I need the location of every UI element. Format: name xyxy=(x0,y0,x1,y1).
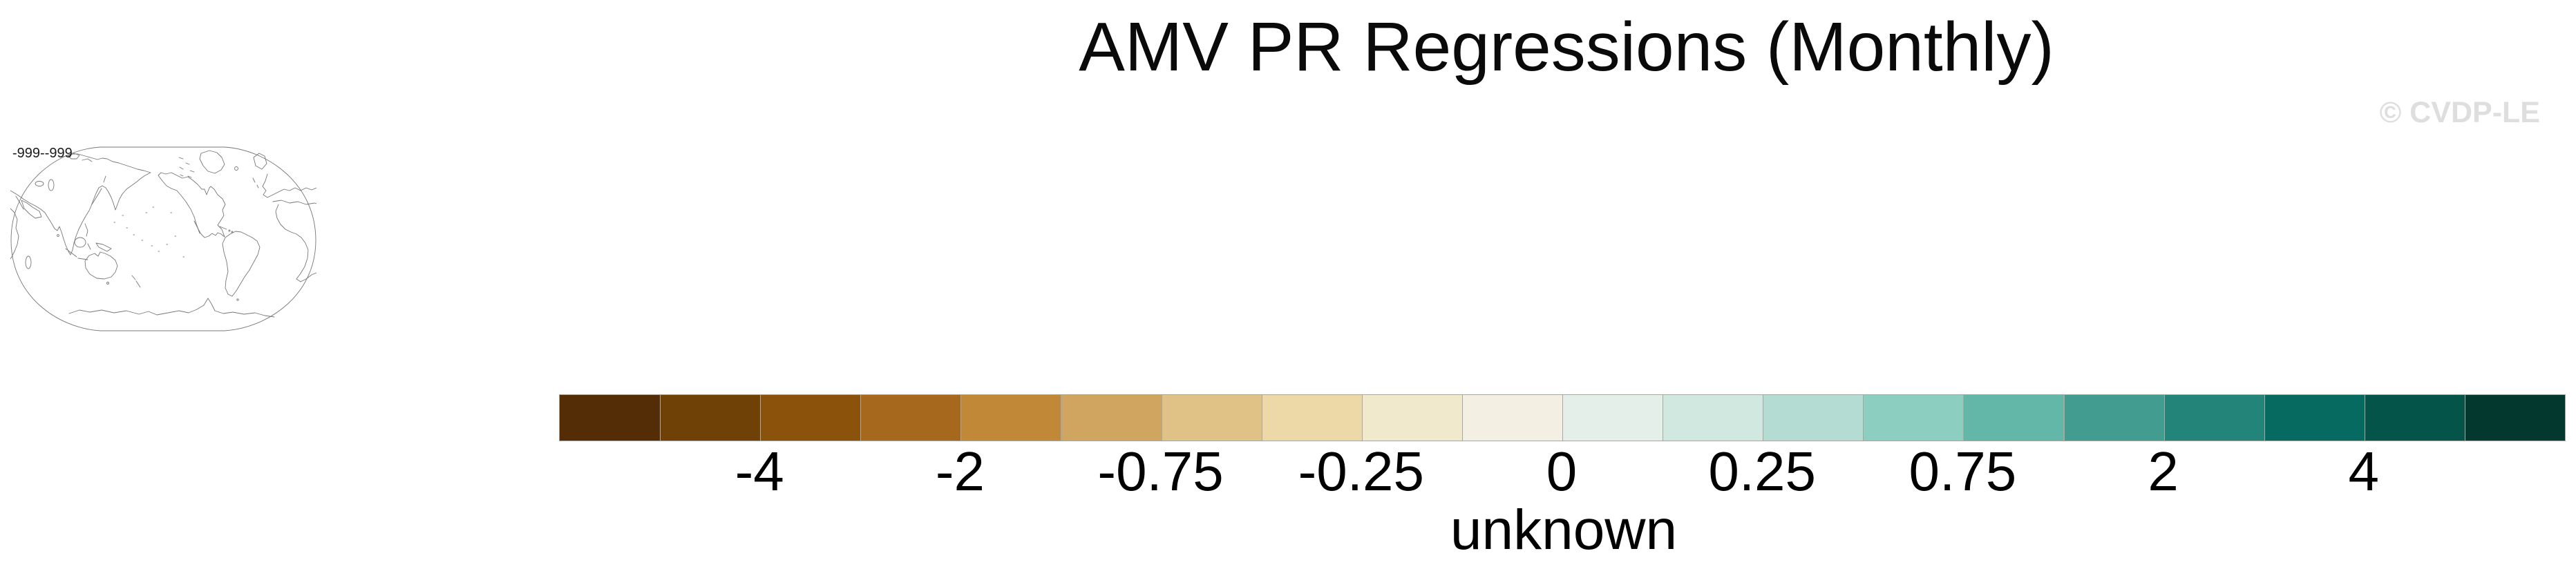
colorbar-cell xyxy=(861,395,961,441)
colorbar-cell xyxy=(1061,395,1162,441)
cvdp-watermark: © CVDP-LE xyxy=(2379,96,2540,129)
colorbar-cell xyxy=(1362,395,1462,441)
colorbar-tick-label: 0 xyxy=(1546,441,1578,502)
colorbar-tick-label: -2 xyxy=(935,441,985,502)
colorbar-cell xyxy=(661,395,761,441)
figure-title: AMV PR Regressions (Monthly) xyxy=(1079,8,2054,86)
map-range-label: -999--999 xyxy=(12,146,73,161)
colorbar-tick-label: 0.75 xyxy=(1909,441,2017,502)
colorbar-cell xyxy=(1462,395,1562,441)
colorbar-cell xyxy=(961,395,1061,441)
colorbar-tick-label: -0.25 xyxy=(1298,441,1424,502)
colorbar-tick-label: 2 xyxy=(2148,441,2179,502)
colorbar-cell xyxy=(1663,395,1763,441)
colorbar-cell xyxy=(1763,395,1864,441)
colorbar-cell xyxy=(1162,395,1262,441)
colorbar-cell xyxy=(2164,395,2264,441)
colorbar-tick-label: 0.25 xyxy=(1708,441,1817,502)
map-panel: -999--999 xyxy=(10,145,316,333)
colorbar-cell xyxy=(1262,395,1362,441)
colorbar-tick-label: -4 xyxy=(735,441,784,502)
colorbar-cell xyxy=(1864,395,1964,441)
colorbar-units-label: unknown xyxy=(1450,499,1678,561)
colorbar-cell xyxy=(2264,395,2365,441)
colorbar-cell xyxy=(560,395,661,441)
world-map-outline xyxy=(10,146,316,331)
colorbar-cell xyxy=(2365,395,2465,441)
colorbar-tick-label: 4 xyxy=(2348,441,2380,502)
colorbar-cell xyxy=(2465,395,2565,441)
colorbar-cell xyxy=(761,395,861,441)
colorbar xyxy=(559,394,2566,441)
colorbar-cell xyxy=(1563,395,1663,441)
projection-boundary-outline xyxy=(10,146,316,331)
colorbar-cell xyxy=(2064,395,2164,441)
colorbar-tick-label: -0.75 xyxy=(1097,441,1224,502)
colorbar-cell xyxy=(1964,395,2064,441)
